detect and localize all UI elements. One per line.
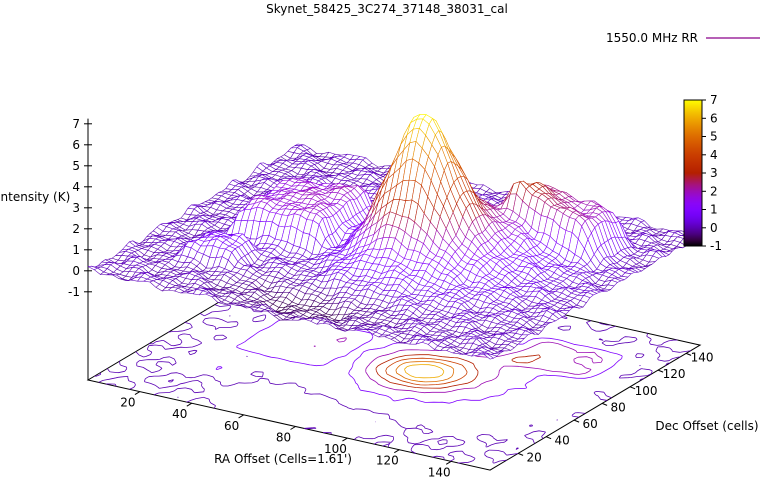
plot-labels: Skynet_58425_3C274_37148_38031_cal 1550.… <box>0 2 760 466</box>
colorbar-tick-label: 0 <box>710 221 718 235</box>
y-axis-label: Dec Offset (cells) <box>655 419 758 433</box>
colorbar-tick-label: 5 <box>710 130 718 144</box>
x-tick-label: 100 <box>324 442 347 456</box>
contour-level-3 <box>375 354 541 389</box>
x-tick <box>134 391 141 396</box>
contour-level-5 <box>395 361 455 383</box>
x-tick-label: 60 <box>224 419 239 433</box>
colorbar-tick-label: 6 <box>710 111 718 125</box>
contour-level-6 <box>404 364 445 379</box>
y-tick-label: 20 <box>526 450 541 464</box>
z-tick-label: 3 <box>72 201 80 215</box>
y-tick-label: 100 <box>635 384 658 398</box>
y-axis-ticks: 20 40 60 80 100 120 140 <box>517 350 714 464</box>
plot-title: Skynet_58425_3C274_37148_38031_cal <box>266 2 508 16</box>
colorbar-gradient <box>683 99 703 247</box>
colorbar-tick-label: 3 <box>710 166 718 180</box>
x-tick <box>290 426 296 430</box>
z-tick-label: 4 <box>72 180 80 194</box>
colorbar-tick-label: -1 <box>710 239 722 253</box>
colorbar: 7 6 5 4 3 2 1 0 -1 <box>683 93 722 253</box>
contour-level-1 <box>215 317 623 404</box>
x-axis-ticks: 20 40 60 80 100 120 140 <box>120 391 452 478</box>
y-tick-label: 120 <box>663 367 686 381</box>
z-tick-label: 7 <box>72 117 80 131</box>
z-tick-label: 1 <box>72 243 80 257</box>
x-tick-label: 120 <box>376 454 399 468</box>
y-tick-label: 60 <box>582 417 597 431</box>
y-tick <box>685 352 692 356</box>
y-tick-label: 140 <box>691 350 714 364</box>
x-axis-label: RA Offset (Cells=1.61') <box>214 452 352 466</box>
z-tick-label: 5 <box>72 159 80 173</box>
z-tick-label: 2 <box>72 222 80 236</box>
y-tick <box>517 452 524 456</box>
contour-level-4 <box>385 357 468 386</box>
surface-mesh <box>87 114 701 360</box>
x-tick <box>238 414 244 419</box>
z-tick-label: -1 <box>68 285 80 299</box>
y-tick <box>573 419 580 423</box>
legend-label: 1550.0 MHz RR <box>606 31 698 45</box>
z-tick-label: 6 <box>72 138 80 152</box>
y-tick <box>601 402 608 406</box>
z-tick-label: 0 <box>72 264 80 278</box>
z-axis: -1 0 1 2 3 4 5 6 7 <box>68 117 92 380</box>
x-tick-label: 140 <box>428 465 451 478</box>
y-tick-label: 40 <box>554 434 569 448</box>
plot-render-root: -101234567204060801001201402040608010012… <box>68 93 722 478</box>
y-tick <box>657 369 664 373</box>
x-tick-label: 40 <box>172 407 187 421</box>
colorbar-tick-label: 4 <box>710 148 718 162</box>
x-tick-label: 20 <box>120 396 135 410</box>
x-tick <box>445 460 452 465</box>
colorbar-tick-label: 1 <box>710 203 718 217</box>
y-tick <box>545 436 552 440</box>
x-tick <box>342 437 348 442</box>
x-tick <box>394 449 400 454</box>
x-tick-label: 80 <box>276 431 291 445</box>
x-tick <box>186 402 193 407</box>
colorbar-tick-label: 2 <box>710 184 718 198</box>
z-axis-label: Intensity (K) <box>0 190 70 204</box>
y-tick <box>629 386 636 390</box>
colorbar-tick-label: 7 <box>710 93 718 107</box>
y-tick-label: 80 <box>610 400 625 414</box>
